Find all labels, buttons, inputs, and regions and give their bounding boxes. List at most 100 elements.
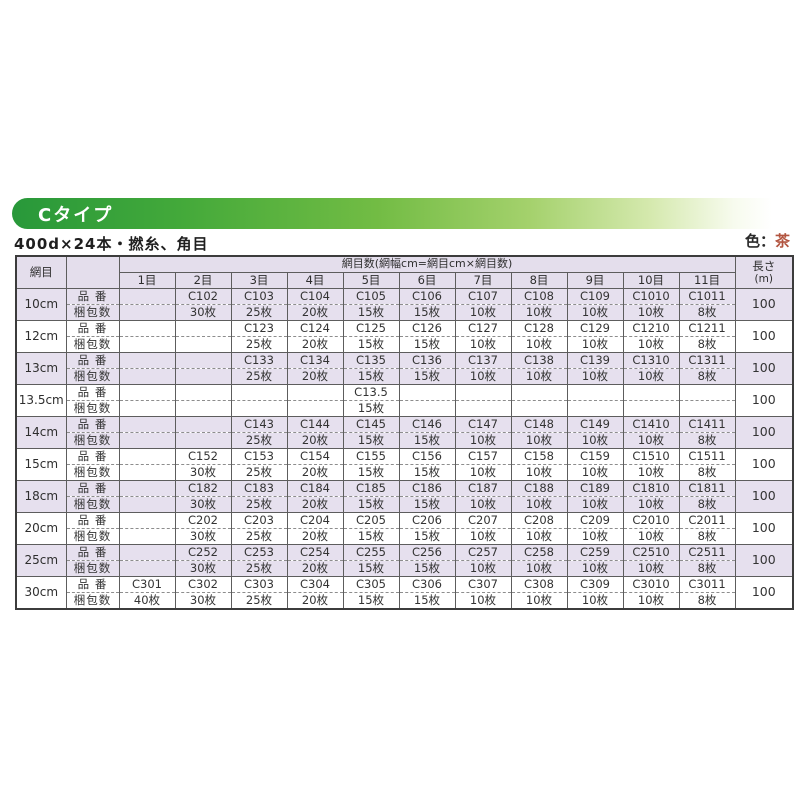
row-label-konpo: 梱包数 <box>65 560 120 577</box>
product-code-cell: C125 <box>342 320 400 337</box>
product-code-cell <box>398 384 456 401</box>
length-cell: 100 <box>734 288 794 321</box>
product-code-cell: C1410 <box>622 416 680 433</box>
product-code-cell: C1010 <box>622 288 680 305</box>
product-code-cell <box>230 384 288 401</box>
table-row: 13cm 品 番 C133 C134 C135 C136 C137 C138 C139 C1310… <box>15 352 794 385</box>
pack-count-cell: 10枚 <box>510 560 568 577</box>
mesh-count-header: 2目 <box>174 272 232 289</box>
product-code-cell <box>454 384 512 401</box>
product-code-cell: C143 <box>230 416 288 433</box>
product-code-cell: C107 <box>454 288 512 305</box>
product-code-cell: C208 <box>510 512 568 529</box>
pack-count-cell: 10枚 <box>566 368 624 385</box>
product-code-cell: C159 <box>566 448 624 465</box>
product-code-cell: C258 <box>510 544 568 561</box>
product-code-cell: C182 <box>174 480 232 497</box>
mesh-size-cell: 13cm <box>15 352 67 385</box>
pack-count-cell: 10枚 <box>622 304 680 321</box>
product-code-cell: C301 <box>118 576 176 593</box>
product-code-cell: C305 <box>342 576 400 593</box>
product-code-cell: C1311 <box>678 352 736 369</box>
table-subrow: 梱包数 30枚 25枚 20枚 15枚 15枚 10枚 10枚 10枚 10枚 8枚 <box>16 304 793 321</box>
product-code-cell: C186 <box>398 480 456 497</box>
mesh-size-cell: 12cm <box>15 320 67 353</box>
pack-count-cell: 15枚 <box>398 432 456 449</box>
product-code-cell: C1310 <box>622 352 680 369</box>
product-code-cell: C126 <box>398 320 456 337</box>
product-code-cell: C3011 <box>678 576 736 593</box>
pack-count-cell <box>510 400 568 417</box>
length-cell: 100 <box>734 448 794 481</box>
pack-count-cell: 15枚 <box>342 400 400 417</box>
pack-count-cell: 20枚 <box>286 464 344 481</box>
pack-count-cell: 15枚 <box>398 368 456 385</box>
pack-count-cell: 20枚 <box>286 496 344 513</box>
product-code-cell: C134 <box>286 352 344 369</box>
table-row: 18cm 品 番 C182 C183 C184 C185 C186 C187 C188 C189 C… <box>15 480 794 513</box>
pack-count-cell: 15枚 <box>342 368 400 385</box>
pack-count-cell: 20枚 <box>286 560 344 577</box>
row-label-konpo: 梱包数 <box>65 432 120 449</box>
pack-count-cell: 10枚 <box>510 336 568 353</box>
product-code-cell: C206 <box>398 512 456 529</box>
row-label-hinban: 品 番 <box>65 576 120 593</box>
mesh-count-header: 5目 <box>342 272 400 289</box>
pack-count-cell: 15枚 <box>342 336 400 353</box>
table-subrow: 梱包数 15枚 <box>16 400 793 417</box>
product-code-cell: C138 <box>510 352 568 369</box>
table-row: 20cm 品 番 C202 C203 C204 C205 C206 C207 C208 C209 C… <box>15 512 794 545</box>
product-code-cell: C154 <box>286 448 344 465</box>
mesh-count-header: 9目 <box>566 272 624 289</box>
mesh-size-cell: 20cm <box>15 512 67 545</box>
pack-count-cell: 8枚 <box>678 528 736 545</box>
row-label-hinban: 品 番 <box>65 384 120 401</box>
product-code-cell: C145 <box>342 416 400 433</box>
pack-count-cell: 10枚 <box>622 528 680 545</box>
pack-count-cell: 10枚 <box>510 528 568 545</box>
mesh-size-cell: 15cm <box>15 448 67 481</box>
color-note-label: 色： <box>744 232 775 250</box>
pack-count-cell: 8枚 <box>678 336 736 353</box>
product-code-cell: C156 <box>398 448 456 465</box>
product-code-cell: C137 <box>454 352 512 369</box>
product-code-cell: C259 <box>566 544 624 561</box>
table-row: 15cm 品 番 C152 C153 C154 C155 C156 C157 C158 C159 C… <box>15 448 794 481</box>
pack-count-cell <box>118 560 176 577</box>
product-code-cell: C1511 <box>678 448 736 465</box>
pack-count-cell: 8枚 <box>678 560 736 577</box>
pack-count-cell: 30枚 <box>174 528 232 545</box>
product-code-cell: C139 <box>566 352 624 369</box>
mesh-size-cell: 14cm <box>15 416 67 449</box>
mesh-size-cell: 25cm <box>15 544 67 577</box>
length-header-label: 長さ <box>752 258 776 273</box>
product-code-cell <box>174 352 232 369</box>
row-label-hinban: 品 番 <box>65 352 120 369</box>
pack-count-cell: 15枚 <box>342 528 400 545</box>
pack-count-cell: 8枚 <box>678 496 736 513</box>
product-code-cell <box>286 384 344 401</box>
pack-count-cell: 10枚 <box>622 560 680 577</box>
product-code-cell: C1811 <box>678 480 736 497</box>
pack-count-cell: 30枚 <box>174 560 232 577</box>
product-code-cell: C2010 <box>622 512 680 529</box>
table-row: 10cm 品 番 C102 C103 C104 C105 C106 C107 C108 C109 C… <box>15 288 794 321</box>
spec-subtitle: 400d×24本・撚糸、角目 <box>14 235 209 253</box>
pack-count-cell: 30枚 <box>174 496 232 513</box>
table-subrow: 梱包数 30枚 25枚 20枚 15枚 15枚 10枚 10枚 10枚 10枚 8枚 <box>16 464 793 481</box>
product-code-cell: C128 <box>510 320 568 337</box>
product-code-cell: C153 <box>230 448 288 465</box>
pack-count-cell: 8枚 <box>678 304 736 321</box>
product-code-cell: C184 <box>286 480 344 497</box>
pack-count-cell: 15枚 <box>342 496 400 513</box>
header-row-top: 網目 網目数(網幅cm=網目cm×網目数) 長さ (m) <box>15 255 794 289</box>
pack-count-cell: 10枚 <box>454 496 512 513</box>
product-code-cell <box>118 352 176 369</box>
pack-count-cell <box>286 400 344 417</box>
pack-count-cell <box>622 400 680 417</box>
pack-count-cell: 15枚 <box>398 592 456 610</box>
pack-count-cell: 15枚 <box>342 592 400 610</box>
row-label-hinban: 品 番 <box>65 544 120 561</box>
pack-count-cell: 10枚 <box>454 368 512 385</box>
